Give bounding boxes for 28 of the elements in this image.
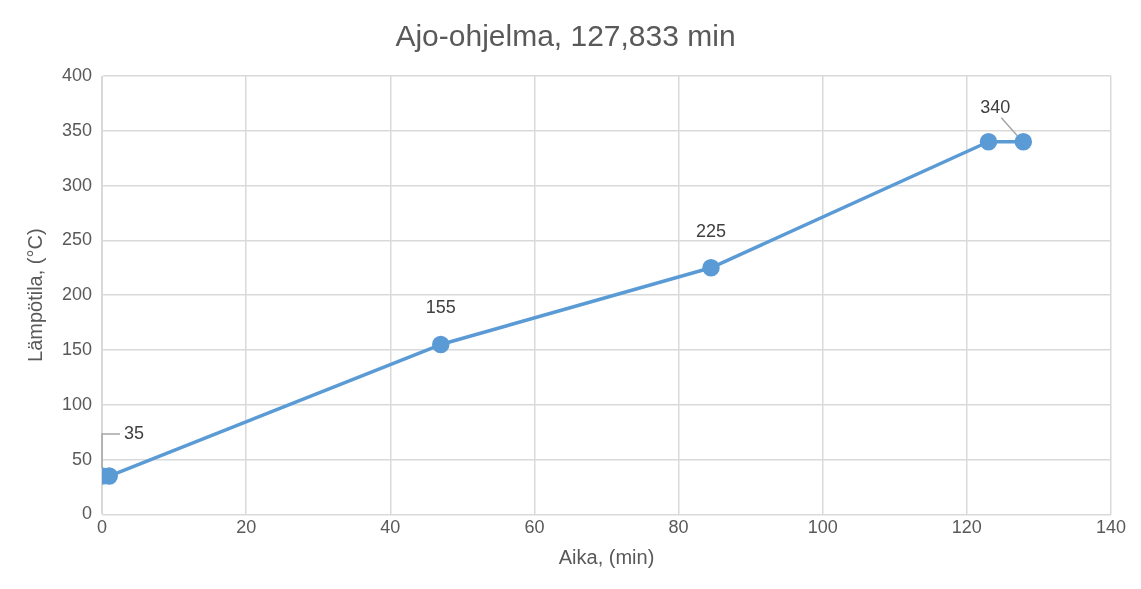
y-tick-label: 200 (61, 284, 93, 305)
x-tick-label: 80 (668, 517, 689, 538)
data-label: 225 (695, 220, 727, 241)
y-tick-label: 0 (82, 503, 93, 524)
x-tick-label: 40 (380, 517, 401, 538)
y-tick-label: 300 (61, 174, 93, 195)
x-tick-label: 140 (1095, 517, 1127, 538)
chart-title: Ajo-ohjelma, 127,833 min (395, 19, 736, 53)
x-tick-label: 20 (236, 517, 257, 538)
y-tick-label: 400 (61, 64, 93, 85)
x-tick-label: 0 (97, 517, 108, 538)
data-label: 155 (425, 297, 456, 318)
y-tick-label: 350 (61, 119, 93, 140)
x-tick-label: 120 (951, 517, 982, 538)
point (432, 335, 450, 354)
y-axis-title: Lämpötila, (°C) (23, 228, 46, 362)
x-axis-title: Aika, (min) (558, 545, 655, 568)
y-tick-label: 100 (61, 393, 93, 414)
data-label: 35 (124, 423, 145, 444)
point (979, 133, 998, 151)
y-tick-label: 250 (61, 229, 93, 250)
x-tick-label: 60 (524, 517, 545, 538)
point (1014, 133, 1033, 151)
point (702, 259, 720, 277)
x-tick-label: 100 (807, 517, 838, 538)
data-label: 340 (980, 96, 1011, 117)
y-tick-label: 150 (61, 338, 93, 359)
y-tick-label: 50 (72, 448, 93, 469)
